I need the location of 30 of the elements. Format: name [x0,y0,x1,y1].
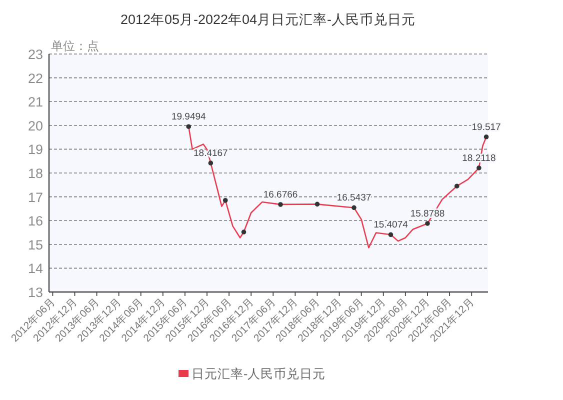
y-tick-label: 22 [28,70,43,86]
point [352,205,356,210]
point [186,124,192,130]
point [476,166,482,170]
y-tick-label: 13 [28,285,43,300]
y-axis-title: 单位：点 [51,39,99,53]
y-tick-label: 16 [28,214,43,229]
y-tick-label: 14 [28,261,44,276]
y-tick-label: 17 [28,190,43,205]
data-label: 19.9494 [171,112,206,123]
point [484,134,489,140]
point [388,232,394,238]
point [314,202,320,207]
point [278,202,283,207]
point [208,160,214,166]
point [222,198,228,203]
y-tick-label: 18 [28,166,43,181]
y-tick-label: 20 [28,118,43,134]
data-label: 15.4074 [374,220,408,231]
data-label: 16.5437 [336,192,372,204]
y-tick-label: 23 [28,47,43,62]
point [425,221,430,226]
chart-title: 2012年05月-2022年04月日元汇率-人民币兑日元 [120,12,416,27]
point [241,230,246,234]
y-tick-label: 15 [28,237,43,252]
data-label: 19.517 [472,122,501,133]
legend-label: 日元汇率-人民币兑日元 [192,366,326,381]
y-tick-label: 19 [28,142,43,158]
y-tick-label: 21 [28,94,43,110]
point [454,184,460,188]
